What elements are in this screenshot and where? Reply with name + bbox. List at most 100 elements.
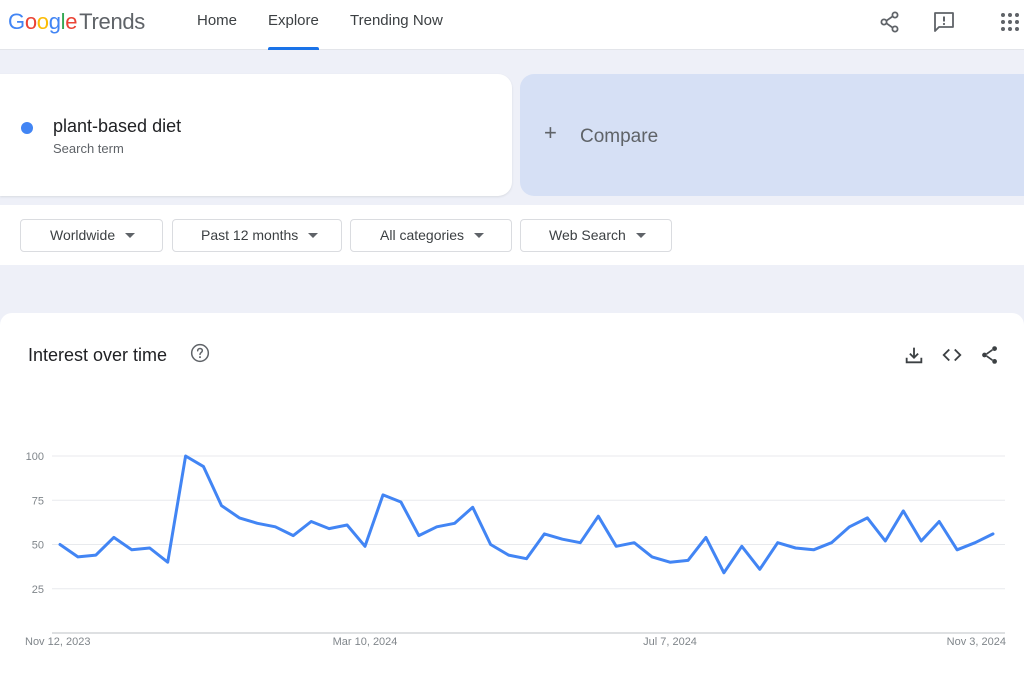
compare-button[interactable]: + Compare <box>520 74 1024 196</box>
data-point <box>722 571 726 575</box>
data-point <box>130 548 134 552</box>
data-point <box>220 504 224 508</box>
data-point <box>830 541 834 545</box>
data-point <box>848 525 852 529</box>
data-point <box>901 509 905 513</box>
data-point <box>650 555 654 559</box>
data-point <box>148 546 152 550</box>
data-point <box>255 521 259 525</box>
region-dropdown[interactable]: Worldwide <box>20 219 163 252</box>
data-point <box>507 553 511 557</box>
data-point <box>291 534 295 538</box>
term-color-dot <box>21 122 33 134</box>
series-line <box>58 454 995 575</box>
interest-over-time-card: 100 75 50 25 Nov 12, 2023 Mar 10, 2024 Jul 7, … <box>0 313 1024 673</box>
logo-letter: e <box>65 9 78 34</box>
google-trends-logo[interactable]: GoogleTrends <box>8 9 145 35</box>
compare-label: Compare <box>580 126 659 147</box>
data-point <box>453 521 457 525</box>
chevron-down-icon <box>125 233 136 238</box>
data-point <box>525 557 529 561</box>
chevron-down-icon <box>635 233 646 238</box>
download-icon[interactable] <box>903 344 925 366</box>
data-point <box>399 500 403 504</box>
data-point <box>184 454 188 458</box>
data-point <box>614 544 618 548</box>
data-point <box>596 514 600 518</box>
search-term-name[interactable]: plant-based diet <box>53 116 182 136</box>
logo-letter: o <box>36 9 49 34</box>
data-point <box>112 535 116 539</box>
data-point <box>381 493 385 497</box>
chart-share-icon[interactable] <box>979 344 1001 366</box>
plus-icon: + <box>544 120 557 145</box>
logo-letter: G <box>8 9 25 34</box>
apps-grid-icon[interactable] <box>998 10 1022 34</box>
period-value: Past 12 months <box>201 227 299 243</box>
data-point <box>435 525 439 529</box>
nav-trending-now[interactable]: Trending Now <box>350 12 443 29</box>
data-point <box>560 537 564 541</box>
x-tick-label: Mar 10, 2024 <box>333 636 398 648</box>
y-tick-label: 50 <box>32 540 44 552</box>
period-dropdown[interactable]: Past 12 months <box>172 219 342 252</box>
logo-letter: l <box>60 9 66 34</box>
logo-letter: g <box>48 9 61 34</box>
data-point <box>489 543 493 547</box>
region-value: Worldwide <box>50 227 116 243</box>
data-point <box>955 548 959 552</box>
y-tick-label: 75 <box>32 495 44 507</box>
search-term-subtitle: Search term <box>53 141 124 156</box>
interest-over-time-chart: 100 75 50 25 Nov 12, 2023 Mar 10, 2024 Jul 7, … <box>25 451 1006 648</box>
data-point <box>632 541 636 545</box>
data-point <box>812 548 816 552</box>
y-tick-label: 100 <box>26 451 44 463</box>
nav-explore[interactable]: Explore <box>268 0 319 50</box>
data-point <box>865 516 869 520</box>
data-point <box>740 544 744 548</box>
data-point <box>542 532 546 536</box>
data-point <box>345 523 349 527</box>
data-point <box>776 541 780 545</box>
data-point <box>919 539 923 543</box>
data-point <box>58 543 62 547</box>
data-point <box>758 567 762 571</box>
embed-icon[interactable] <box>941 344 963 366</box>
data-point <box>94 553 98 557</box>
data-point <box>991 532 995 536</box>
data-point <box>309 520 313 524</box>
data-point <box>363 544 367 548</box>
search-term-card[interactable]: plant-based diet Search term <box>0 74 512 196</box>
data-point <box>668 560 672 564</box>
category-value: All categories <box>380 227 465 243</box>
chart-title: Interest over time <box>28 345 168 365</box>
data-point <box>327 527 331 531</box>
data-point <box>471 505 475 509</box>
data-point <box>704 535 708 539</box>
top-bar: GoogleTrends Home Explore Trending Now <box>0 0 1024 50</box>
feedback-icon[interactable] <box>932 10 956 34</box>
search-property-dropdown[interactable]: Web Search <box>520 219 672 252</box>
data-point <box>794 546 798 550</box>
data-point <box>937 520 941 524</box>
data-point <box>166 560 170 564</box>
property-value: Web Search <box>549 227 626 243</box>
logo-trends-text: Trends <box>79 9 146 34</box>
data-point <box>973 541 977 545</box>
y-tick-label: 25 <box>32 584 44 596</box>
filter-bar: Worldwide Past 12 months All categories … <box>0 205 1024 265</box>
data-point <box>273 525 277 529</box>
nav-home[interactable]: Home <box>197 12 238 29</box>
x-tick-label: Jul 7, 2024 <box>643 636 697 648</box>
data-point <box>883 539 887 543</box>
x-tick-label: Nov 3, 2024 <box>947 636 1006 648</box>
help-icon[interactable] <box>190 343 210 363</box>
share-icon[interactable] <box>878 10 902 34</box>
data-point <box>237 516 241 520</box>
logo-letter: o <box>24 9 37 34</box>
data-point <box>76 555 80 559</box>
chevron-down-icon <box>474 233 485 238</box>
category-dropdown[interactable]: All categories <box>350 219 512 252</box>
data-point <box>686 558 690 562</box>
chevron-down-icon <box>308 233 319 238</box>
